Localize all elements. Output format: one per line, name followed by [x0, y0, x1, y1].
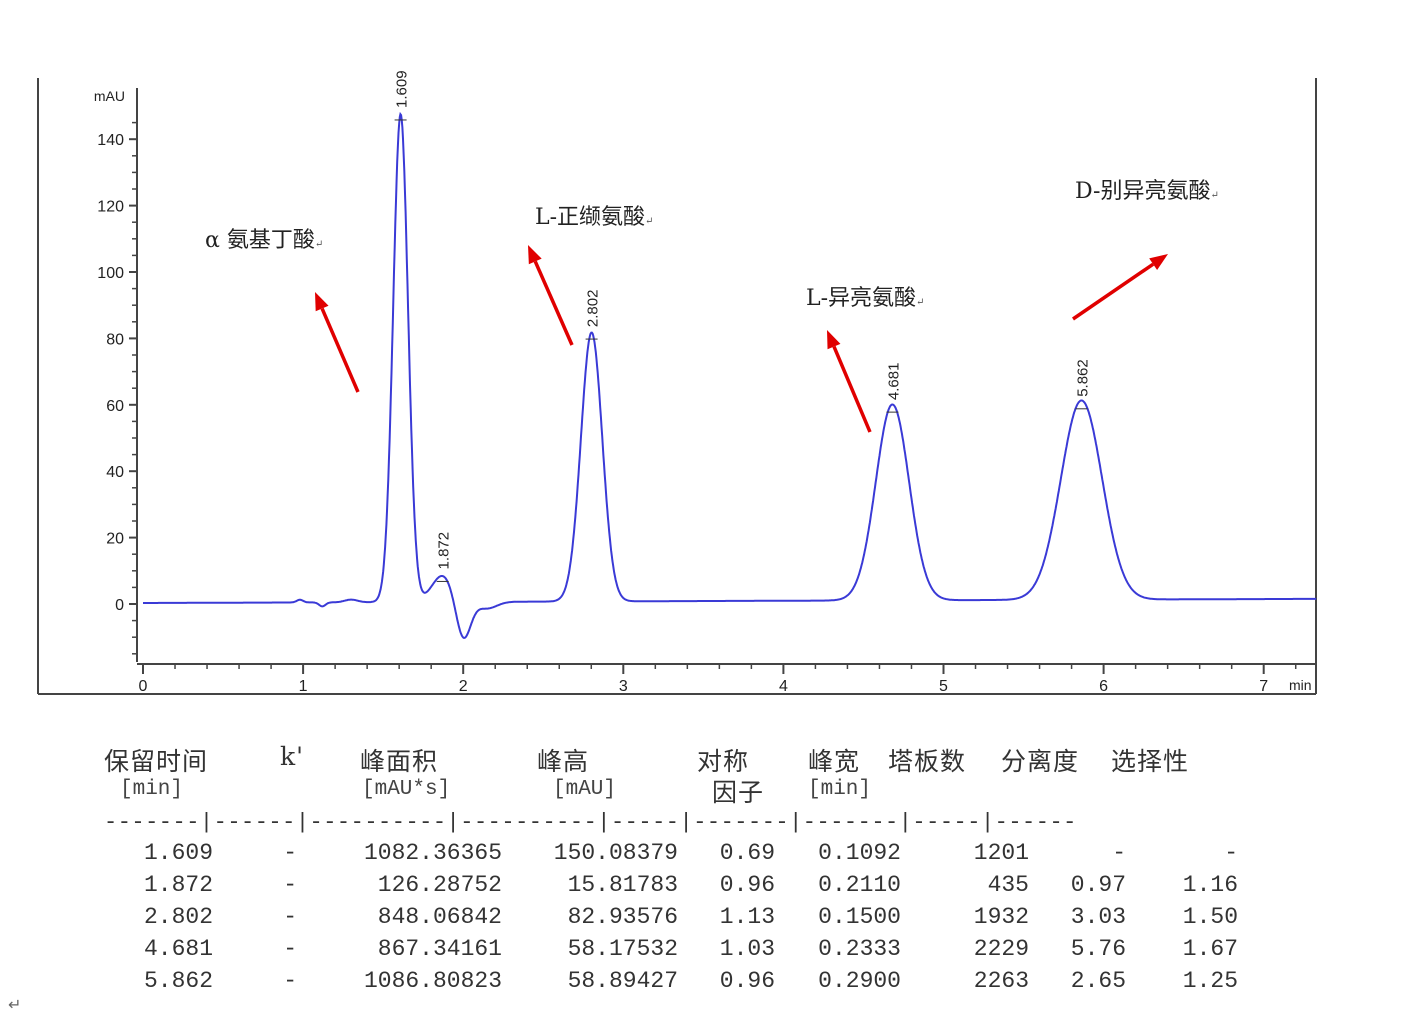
x-tick-label: 5 [939, 678, 948, 695]
table-cell: 0.96 [719, 872, 775, 898]
peak-label: 1.872 [436, 532, 453, 570]
peak-label: 5.862 [1075, 359, 1092, 397]
table-cell: 1201 [973, 840, 1029, 866]
header-symmetry-line2: 因子 [712, 778, 765, 807]
header-height: 峰高 [537, 747, 590, 776]
table-cell: 0.2333 [818, 936, 901, 962]
table-cell: 0.96 [719, 968, 775, 994]
header-area: 峰面积 [360, 747, 439, 776]
unit-min: [min] [808, 778, 872, 801]
header-retention-time: 保留时间 [104, 747, 209, 776]
annotation-label: α 氨基丁酸↵ [205, 228, 324, 253]
table-cell: 2263 [973, 968, 1029, 994]
x-tick-label: 3 [619, 678, 628, 695]
annotation-label: L-异亮氨酸↵ [806, 286, 925, 311]
table-cell: 2.802 [143, 904, 213, 930]
arrow-head-icon [528, 245, 542, 265]
table-cell: - [1112, 840, 1126, 866]
annotation-label: L-正缬氨酸↵ [535, 205, 654, 230]
table-cell: - [283, 968, 297, 994]
unit-mau-s: [mAU*s] [362, 778, 451, 801]
chromatogram-trace [143, 111, 1317, 639]
header-plates: 塔板数 [888, 747, 967, 776]
table-cell: 1.609 [143, 840, 213, 866]
table-cell: 1086.80823 [363, 968, 502, 994]
table-cell: 1.03 [719, 936, 775, 962]
header-symmetry: 对称 [697, 747, 750, 776]
peak-label: 1.609 [394, 70, 411, 108]
table-cell: 2.65 [1070, 968, 1126, 994]
y-axis-label: mAU [94, 88, 125, 104]
header-k: k' [280, 742, 305, 771]
x-axis-label: min [1289, 677, 1312, 693]
table-cell: 58.17532 [567, 936, 678, 962]
table-cell: 0.97 [1070, 872, 1126, 898]
table-cell: 0.1500 [818, 904, 901, 930]
x-tick-label: 0 [139, 678, 148, 695]
table-cell: 3.03 [1070, 904, 1126, 930]
table-cell: 0.2900 [818, 968, 901, 994]
separator-line: -------|------|----------|----------|---… [104, 810, 1077, 835]
table-cell: 1.13 [719, 904, 775, 930]
header-selectivity: 选择性 [1111, 747, 1190, 776]
table-cell: 0.2110 [818, 872, 901, 898]
plot-frame [37, 78, 1317, 695]
red-arrow [832, 345, 872, 433]
y-tick-label: 0 [115, 597, 124, 614]
table-cell: 0.1092 [818, 840, 901, 866]
table-cell: 5.862 [143, 968, 213, 994]
table-cell: 848.06842 [377, 904, 502, 930]
header-resolution: 分离度 [1001, 747, 1080, 776]
x-tick-label: 1 [299, 678, 308, 695]
chromatogram: 0 20 40 60 80 100 120 140 mAU 0 1 2 3 4 5 6 7 min 1.609 1.… [37, 70, 1317, 695]
table-cell: 4.681 [143, 936, 213, 962]
y-tick-label: 60 [106, 398, 124, 415]
y-tick-label: 40 [106, 464, 124, 481]
peak-label: 2.802 [585, 290, 602, 328]
x-tick-label: 2 [459, 678, 468, 695]
x-tick-label: 4 [779, 678, 788, 695]
table-cell: 435 [987, 872, 1029, 898]
table-cell: 1.25 [1182, 968, 1238, 994]
table-cell: - [283, 936, 297, 962]
red-arrow [1072, 262, 1155, 321]
table-cell: 15.81783 [567, 872, 678, 898]
annotation-label: D-别异亮氨酸↵ [1075, 179, 1219, 204]
table-cell: 1.50 [1182, 904, 1238, 930]
table-cell: 150.08379 [553, 840, 678, 866]
y-tick-label: 140 [97, 132, 124, 149]
table-cell: 5.76 [1070, 936, 1126, 962]
table-cell: 82.93576 [567, 904, 678, 930]
table-cell: - [283, 904, 297, 930]
unit-mau: [mAU] [553, 778, 617, 801]
y-tick-label: 120 [97, 199, 124, 216]
table-cell: 126.28752 [377, 872, 502, 898]
arrow-head-icon [1149, 254, 1168, 270]
paragraph-mark: ↵ [8, 995, 22, 1014]
red-arrow [320, 307, 360, 393]
header-width: 峰宽 [808, 747, 861, 776]
table-cell: 1932 [973, 904, 1029, 930]
table-cell: - [283, 840, 297, 866]
table-cell: 1.67 [1182, 936, 1238, 962]
x-tick-label: 6 [1099, 678, 1108, 695]
arrow-head-icon [315, 292, 329, 312]
y-tick-label: 80 [106, 331, 124, 348]
table-cell: 1.16 [1182, 872, 1238, 898]
table-cell: - [283, 872, 297, 898]
table-cell: 58.89427 [567, 968, 678, 994]
table-cell: 1.872 [143, 872, 213, 898]
peak-label: 4.681 [885, 363, 902, 401]
table-cell: 1082.36365 [363, 840, 502, 866]
table-cell: 867.34161 [377, 936, 502, 962]
table-cell: 0.69 [719, 840, 775, 866]
x-tick-label: 7 [1259, 678, 1268, 695]
y-tick-label: 20 [106, 531, 124, 548]
unit-min: [min] [120, 778, 184, 801]
red-arrow [533, 260, 574, 346]
y-tick-label: 100 [97, 265, 124, 282]
table-cell: 2229 [973, 936, 1029, 962]
arrow-head-icon [827, 330, 841, 350]
table-cell: - [1224, 840, 1238, 866]
